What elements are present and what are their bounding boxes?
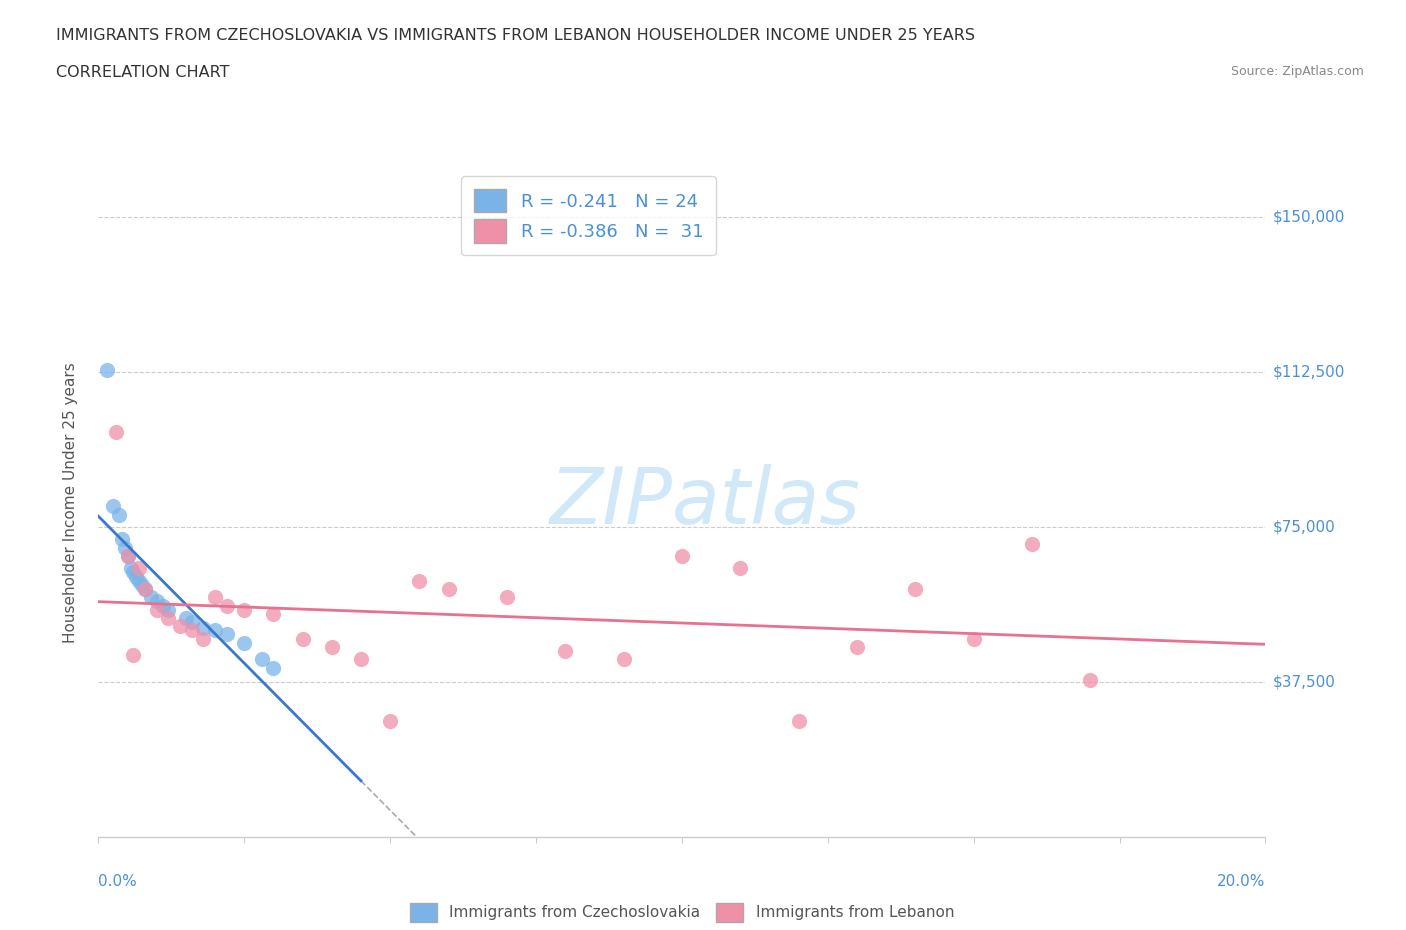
Text: ZIPatlas: ZIPatlas bbox=[550, 464, 860, 540]
Point bbox=[1080, 672, 1102, 687]
Point bbox=[114, 540, 136, 555]
Point bbox=[117, 549, 139, 564]
Legend: Immigrants from Czechoslovakia, Immigrants from Lebanon: Immigrants from Czechoslovakia, Immigran… bbox=[402, 895, 962, 930]
Point bbox=[117, 549, 139, 564]
Text: IMMIGRANTS FROM CZECHOSLOVAKIA VS IMMIGRANTS FROM LEBANON HOUSEHOLDER INCOME UND: IMMIGRANTS FROM CZECHOSLOVAKIA VS IMMIGR… bbox=[56, 28, 976, 43]
Text: $112,500: $112,500 bbox=[1272, 365, 1344, 379]
Point bbox=[437, 581, 460, 596]
Point bbox=[169, 618, 191, 633]
Point bbox=[787, 714, 810, 729]
Point bbox=[495, 590, 517, 604]
Point bbox=[262, 660, 284, 675]
Point bbox=[146, 603, 169, 618]
Point bbox=[108, 507, 131, 522]
Point bbox=[122, 647, 145, 662]
Point bbox=[250, 652, 273, 667]
Point bbox=[157, 603, 180, 618]
Point bbox=[174, 610, 197, 625]
Point bbox=[122, 565, 145, 580]
Point bbox=[157, 610, 180, 625]
Text: $75,000: $75,000 bbox=[1272, 520, 1336, 535]
Point bbox=[128, 573, 150, 588]
Text: Source: ZipAtlas.com: Source: ZipAtlas.com bbox=[1230, 65, 1364, 78]
Point bbox=[845, 640, 868, 655]
Point bbox=[193, 631, 215, 646]
Text: 20.0%: 20.0% bbox=[1218, 874, 1265, 889]
Point bbox=[104, 424, 127, 439]
Point bbox=[233, 635, 256, 650]
Point bbox=[134, 581, 156, 596]
Point bbox=[215, 627, 238, 642]
Point bbox=[204, 623, 226, 638]
Point bbox=[193, 621, 215, 636]
Text: $150,000: $150,000 bbox=[1272, 209, 1344, 224]
Point bbox=[321, 640, 343, 655]
Point bbox=[111, 532, 134, 547]
Point bbox=[96, 363, 118, 378]
Point bbox=[204, 590, 226, 604]
Point bbox=[408, 573, 430, 588]
Point bbox=[554, 644, 576, 658]
Point bbox=[146, 594, 169, 609]
Point bbox=[180, 623, 202, 638]
Point bbox=[962, 631, 984, 646]
Point bbox=[378, 714, 402, 729]
Point bbox=[291, 631, 314, 646]
Text: 0.0%: 0.0% bbox=[98, 874, 138, 889]
Point bbox=[671, 549, 693, 564]
Point bbox=[262, 606, 284, 621]
Point bbox=[350, 652, 373, 667]
Point bbox=[904, 581, 927, 596]
Point bbox=[120, 561, 142, 576]
Point bbox=[612, 652, 634, 667]
Point bbox=[1021, 536, 1043, 551]
Text: $37,500: $37,500 bbox=[1272, 674, 1336, 689]
Point bbox=[180, 615, 202, 630]
Point bbox=[128, 561, 150, 576]
Y-axis label: Householder Income Under 25 years: Householder Income Under 25 years bbox=[63, 362, 77, 643]
Text: CORRELATION CHART: CORRELATION CHART bbox=[56, 65, 229, 80]
Point bbox=[131, 578, 153, 592]
Point bbox=[134, 581, 156, 596]
Point bbox=[233, 603, 256, 618]
Point bbox=[139, 590, 162, 604]
Point bbox=[730, 561, 752, 576]
Point bbox=[101, 498, 124, 513]
Point bbox=[215, 598, 238, 613]
Point bbox=[125, 569, 148, 584]
Point bbox=[152, 598, 174, 613]
